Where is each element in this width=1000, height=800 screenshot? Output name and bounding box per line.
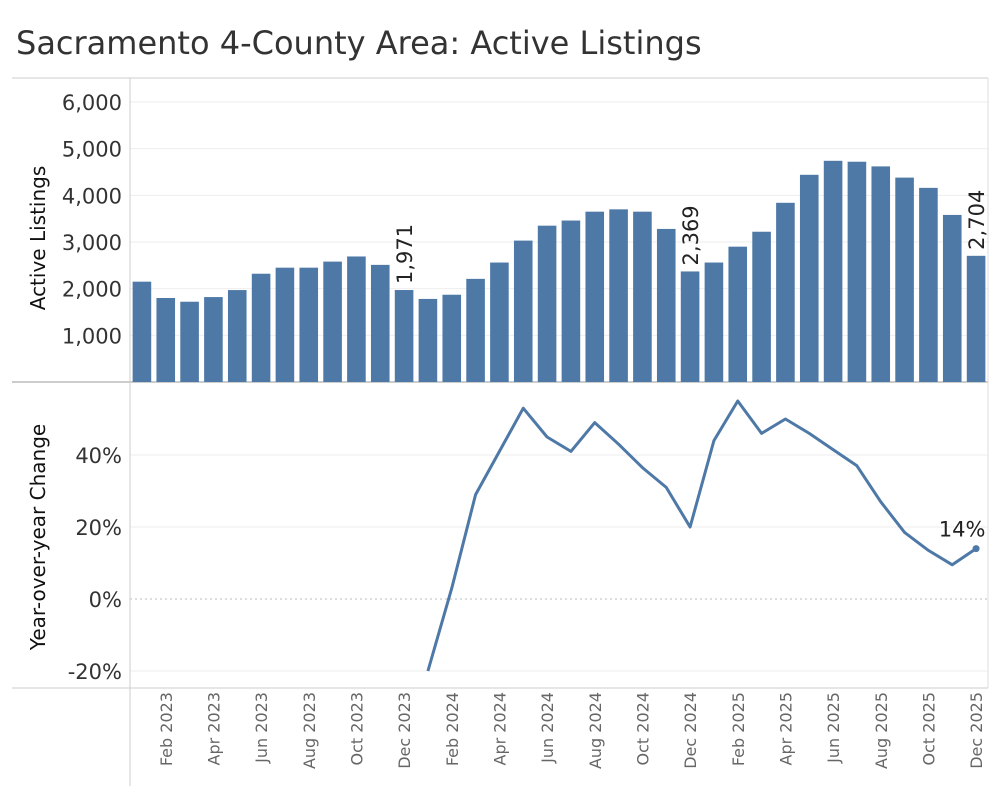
x-tick-label: Apr 2023: [204, 692, 223, 765]
bar: [370, 264, 390, 382]
bars-layer: [132, 160, 986, 382]
bar: [275, 267, 295, 382]
bar: [776, 202, 795, 382]
bar-data-label: 1,971: [393, 224, 417, 284]
x-tick-label: Apr 2024: [490, 692, 509, 765]
bar: [704, 262, 724, 382]
x-tick-label: Feb 2024: [443, 692, 462, 766]
x-tick-label: Jun 2024: [538, 692, 557, 764]
x-tick-label: Dec 2025: [967, 692, 986, 769]
bar: [156, 298, 176, 382]
bar: [847, 161, 867, 382]
bar: [823, 160, 843, 382]
bar: [680, 271, 700, 382]
bar: [871, 166, 891, 382]
x-tick-label: Aug 2023: [300, 692, 319, 769]
bar-data-label: 2,704: [965, 190, 989, 250]
bar-y-tick-label: 1,000: [62, 324, 122, 348]
bar: [299, 267, 319, 382]
bar: [418, 298, 438, 382]
bar: [656, 228, 676, 382]
yoy-line: [426, 399, 977, 672]
x-tick-label: Feb 2023: [157, 692, 176, 766]
bar: [513, 240, 533, 382]
bar-y-tick-label: 4,000: [62, 184, 122, 208]
grid-layer: [130, 101, 988, 672]
bar: [180, 301, 199, 382]
line-y-tick-label: 0%: [89, 588, 122, 612]
line-y-axis-title: Year-over-year Change: [26, 424, 50, 651]
bar: [633, 211, 652, 382]
bar: [728, 246, 748, 382]
bar: [490, 262, 509, 382]
bar: [347, 256, 366, 382]
bar-y-axis-title: Active Listings: [26, 166, 50, 311]
chart-title: Sacramento 4-County Area: Active Listing…: [16, 24, 702, 62]
bar: [799, 174, 819, 382]
x-tick-label: Oct 2025: [919, 692, 938, 765]
x-tick-label: Apr 2025: [776, 692, 795, 765]
x-tick-label: Aug 2024: [586, 692, 605, 769]
line-data-label: 14%: [939, 518, 986, 542]
bar-y-tick-label: 2,000: [62, 278, 122, 302]
bar: [204, 297, 223, 382]
x-tick-label: Dec 2024: [681, 692, 700, 769]
bar: [394, 290, 414, 382]
bar-y-tick-label: 3,000: [62, 231, 122, 255]
yoy-end-point: [972, 545, 980, 553]
bar: [132, 281, 152, 382]
bar: [752, 231, 771, 382]
line-y-tick-label: 40%: [75, 444, 122, 468]
bar: [323, 261, 342, 382]
x-tick-label: Oct 2024: [633, 692, 652, 765]
x-tick-label: Dec 2023: [395, 692, 414, 769]
bar: [251, 273, 271, 382]
line-y-tick-label: 20%: [75, 516, 122, 540]
bar: [966, 255, 986, 382]
x-tick-label: Jun 2025: [824, 692, 843, 764]
bar: [561, 220, 581, 382]
labels-layer: 1,971 2,369 2,704 14%: [393, 190, 989, 542]
x-tick-label: Jun 2023: [252, 692, 271, 764]
x-tick-label: Feb 2025: [729, 692, 748, 766]
bar: [442, 294, 462, 382]
bar-y-tick-label: 5,000: [62, 138, 122, 162]
bar: [537, 225, 557, 382]
x-tick-label: Aug 2025: [872, 692, 891, 769]
line-layer: [426, 399, 980, 672]
bar: [609, 209, 628, 382]
bar: [895, 177, 914, 382]
bar: [227, 290, 247, 382]
bar: [919, 187, 938, 382]
bar-y-tick-label: 6,000: [62, 91, 122, 115]
bar-data-label: 2,369: [679, 205, 703, 265]
axis-layer: 1,000 2,000 3,000 4,000 5,000 6,000 -20% 0% 20% 4…: [12, 77, 989, 786]
x-tick-label: Oct 2023: [347, 692, 366, 765]
bar: [466, 278, 485, 382]
line-y-tick-label: -20%: [68, 660, 122, 684]
bar: [585, 211, 605, 382]
bar: [942, 214, 962, 382]
